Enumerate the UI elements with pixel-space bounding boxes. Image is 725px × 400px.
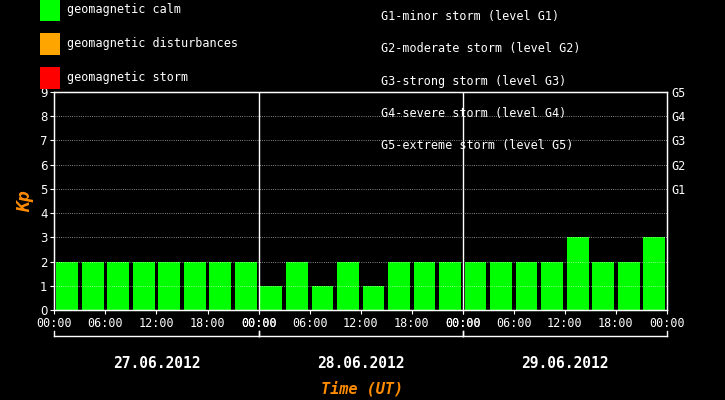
Text: geomagnetic disturbances: geomagnetic disturbances bbox=[67, 38, 239, 50]
Text: 29.06.2012: 29.06.2012 bbox=[521, 356, 609, 371]
Bar bbox=[414, 262, 435, 310]
Text: geomagnetic storm: geomagnetic storm bbox=[67, 72, 188, 84]
Bar bbox=[133, 262, 154, 310]
Text: G5-extreme storm (level G5): G5-extreme storm (level G5) bbox=[381, 139, 573, 152]
Bar bbox=[107, 262, 129, 310]
Bar bbox=[567, 237, 589, 310]
Bar bbox=[490, 262, 512, 310]
Bar bbox=[235, 262, 257, 310]
Bar bbox=[388, 262, 410, 310]
Text: G2-moderate storm (level G2): G2-moderate storm (level G2) bbox=[381, 42, 580, 55]
Bar bbox=[542, 262, 563, 310]
Text: 27.06.2012: 27.06.2012 bbox=[112, 356, 200, 371]
Text: G3-strong storm (level G3): G3-strong storm (level G3) bbox=[381, 74, 566, 88]
Bar bbox=[82, 262, 104, 310]
Bar bbox=[312, 286, 334, 310]
Text: 28.06.2012: 28.06.2012 bbox=[317, 356, 405, 371]
Bar bbox=[465, 262, 486, 310]
Bar bbox=[643, 237, 665, 310]
Bar bbox=[439, 262, 461, 310]
Bar bbox=[260, 286, 282, 310]
Bar bbox=[515, 262, 537, 310]
Bar bbox=[286, 262, 307, 310]
Text: G1-minor storm (level G1): G1-minor storm (level G1) bbox=[381, 10, 559, 23]
Text: G4-severe storm (level G4): G4-severe storm (level G4) bbox=[381, 107, 566, 120]
Bar bbox=[592, 262, 614, 310]
Bar bbox=[184, 262, 206, 310]
Text: Time (UT): Time (UT) bbox=[321, 380, 404, 396]
Bar bbox=[57, 262, 78, 310]
Bar bbox=[618, 262, 639, 310]
Bar bbox=[362, 286, 384, 310]
Bar bbox=[158, 262, 180, 310]
Bar bbox=[210, 262, 231, 310]
Bar bbox=[337, 262, 359, 310]
Y-axis label: Kp: Kp bbox=[17, 190, 34, 212]
Text: geomagnetic calm: geomagnetic calm bbox=[67, 4, 181, 16]
